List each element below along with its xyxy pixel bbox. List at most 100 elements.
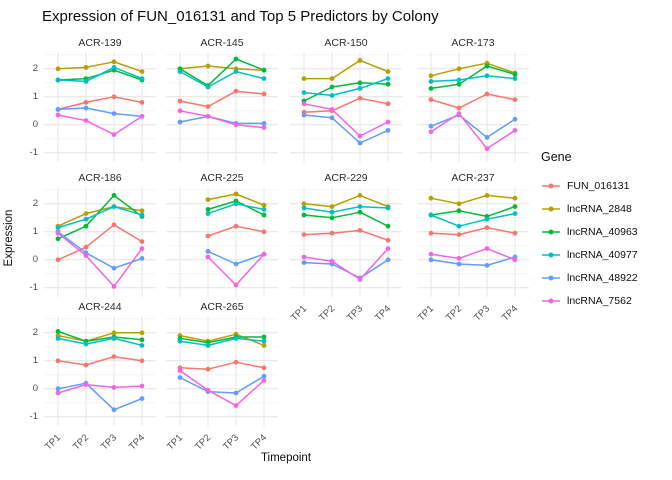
x-axis-title: Timepoint	[260, 452, 312, 464]
data-point-lncRNA_40977	[233, 201, 239, 207]
x-tick-label: TP3	[221, 432, 241, 452]
data-point-lncRNA_7562	[139, 246, 145, 251]
data-point-lncRNA_48922	[55, 107, 61, 112]
data-point-lncRNA_48922	[428, 257, 434, 263]
data-point-lncRNA_2848	[111, 330, 117, 336]
facet-panel: TP1 TP2 TP3 TP4	[43, 316, 156, 452]
x-tick-label: TP1	[416, 303, 436, 323]
facet-panel: TP1 TP2 TP3 TP4	[165, 316, 278, 452]
data-point-lncRNA_40977	[301, 205, 307, 211]
data-point-lncRNA_40977	[139, 212, 145, 218]
data-point-lncRNA_40977	[55, 77, 61, 83]
data-point-lncRNA_40977	[205, 211, 211, 216]
x-tick-label: TP4	[500, 303, 520, 323]
legend-item-label: FUN_016131	[567, 179, 630, 192]
facet-ACR-229: ACR-229 TP1 TP2 TP3 TP4	[289, 171, 402, 325]
data-point-lncRNA_40963	[357, 209, 363, 215]
data-point-lncRNA_40977	[301, 90, 307, 95]
data-point-lncRNA_7562	[111, 284, 117, 289]
y-tick-label: -1	[29, 410, 38, 422]
data-point-FUN_016131	[428, 230, 434, 236]
data-point-lncRNA_7562	[301, 101, 307, 107]
data-point-lncRNA_7562	[233, 122, 239, 128]
data-point-lncRNA_40977	[484, 216, 490, 222]
facet-strip-label: ACR-145	[200, 37, 244, 49]
data-point-lncRNA_40977	[456, 77, 462, 83]
data-point-FUN_016131	[329, 230, 335, 236]
data-point-FUN_016131	[484, 91, 490, 97]
data-point-lncRNA_40963	[55, 329, 61, 334]
data-point-lncRNA_7562	[233, 403, 239, 408]
data-point-lncRNA_7562	[301, 254, 307, 260]
facet-strip-label: ACR-225	[200, 172, 244, 184]
facet-panel	[166, 52, 278, 162]
data-point-lncRNA_40963	[83, 223, 89, 229]
data-point-FUN_016131	[111, 354, 117, 359]
chart-title: Expression of FUN_016131 and Top 5 Predi…	[42, 8, 439, 25]
data-point-lncRNA_40977	[329, 209, 335, 215]
facet-panel	[44, 187, 156, 297]
legend-item-label: lncRNA_40977	[567, 248, 638, 261]
facet-ACR-237: ACR-237 TP1 TP2 TP3 TP4	[416, 171, 529, 325]
data-point-lncRNA_40977	[111, 65, 117, 70]
data-point-lncRNA_7562	[428, 251, 434, 257]
data-point-FUN_016131	[512, 97, 518, 102]
legend-key-icon	[542, 298, 560, 303]
data-point-FUN_016131	[111, 94, 117, 100]
data-point-FUN_016131	[385, 101, 391, 107]
x-tick-label: TP1	[43, 432, 63, 452]
data-point-lncRNA_48922	[177, 375, 183, 380]
data-point-lncRNA_2848	[512, 195, 518, 201]
y-axis-title: Expression	[3, 209, 15, 267]
facet-panel	[44, 52, 156, 162]
legend-key-icon	[542, 252, 560, 257]
facet-strip-label: ACR-186	[78, 172, 122, 184]
facet-strip-label: ACR-265	[200, 301, 244, 313]
x-tick-label: TP4	[249, 432, 269, 452]
data-point-FUN_016131	[205, 233, 211, 239]
facet-ACR-150: ACR-150	[290, 36, 402, 162]
data-point-lncRNA_48922	[111, 111, 117, 116]
data-point-lncRNA_40963	[329, 84, 335, 90]
data-point-FUN_016131	[83, 100, 89, 105]
data-point-lncRNA_2848	[329, 76, 335, 81]
data-point-lncRNA_2848	[261, 202, 267, 208]
data-point-lncRNA_2848	[205, 63, 211, 69]
data-point-lncRNA_48922	[205, 249, 211, 254]
data-point-FUN_016131	[357, 228, 363, 233]
facet-ACR-145: ACR-145	[166, 36, 278, 162]
data-point-lncRNA_40963	[233, 56, 239, 62]
data-point-lncRNA_7562	[484, 246, 490, 251]
data-point-lncRNA_7562	[177, 368, 183, 373]
data-point-FUN_016131	[139, 239, 145, 244]
facet-panel: TP1 TP2 TP3 TP4	[289, 187, 402, 323]
data-point-FUN_016131	[55, 257, 61, 263]
x-tick-label: TP3	[99, 432, 119, 452]
data-point-lncRNA_40963	[357, 80, 363, 86]
data-point-lncRNA_40977	[512, 211, 518, 216]
data-point-lncRNA_40977	[261, 207, 267, 212]
data-point-lncRNA_40963	[261, 67, 267, 73]
y-tick-label: -1	[29, 281, 38, 293]
data-point-lncRNA_7562	[205, 114, 211, 119]
data-point-lncRNA_7562	[357, 277, 363, 282]
data-point-lncRNA_2848	[111, 59, 117, 65]
data-point-lncRNA_40963	[55, 236, 61, 242]
data-point-lncRNA_40963	[205, 207, 211, 212]
facet-ACR-139: ACR-139	[44, 36, 156, 162]
facet-strip-label: ACR-150	[324, 37, 368, 49]
data-point-lncRNA_48922	[177, 119, 183, 125]
data-point-lncRNA_7562	[177, 108, 183, 114]
data-point-lncRNA_7562	[233, 282, 239, 288]
data-point-lncRNA_40977	[139, 343, 145, 348]
data-point-lncRNA_7562	[111, 385, 117, 390]
facet-strip-label: ACR-139	[78, 37, 122, 49]
facet-ACR-225: ACR-225	[166, 171, 278, 297]
data-point-lncRNA_48922	[233, 390, 239, 396]
data-point-lncRNA_2848	[139, 69, 145, 74]
data-point-lncRNA_7562	[139, 383, 145, 389]
data-point-lncRNA_40977	[83, 341, 89, 347]
data-point-lncRNA_7562	[428, 129, 434, 135]
data-point-lncRNA_7562	[83, 253, 89, 258]
